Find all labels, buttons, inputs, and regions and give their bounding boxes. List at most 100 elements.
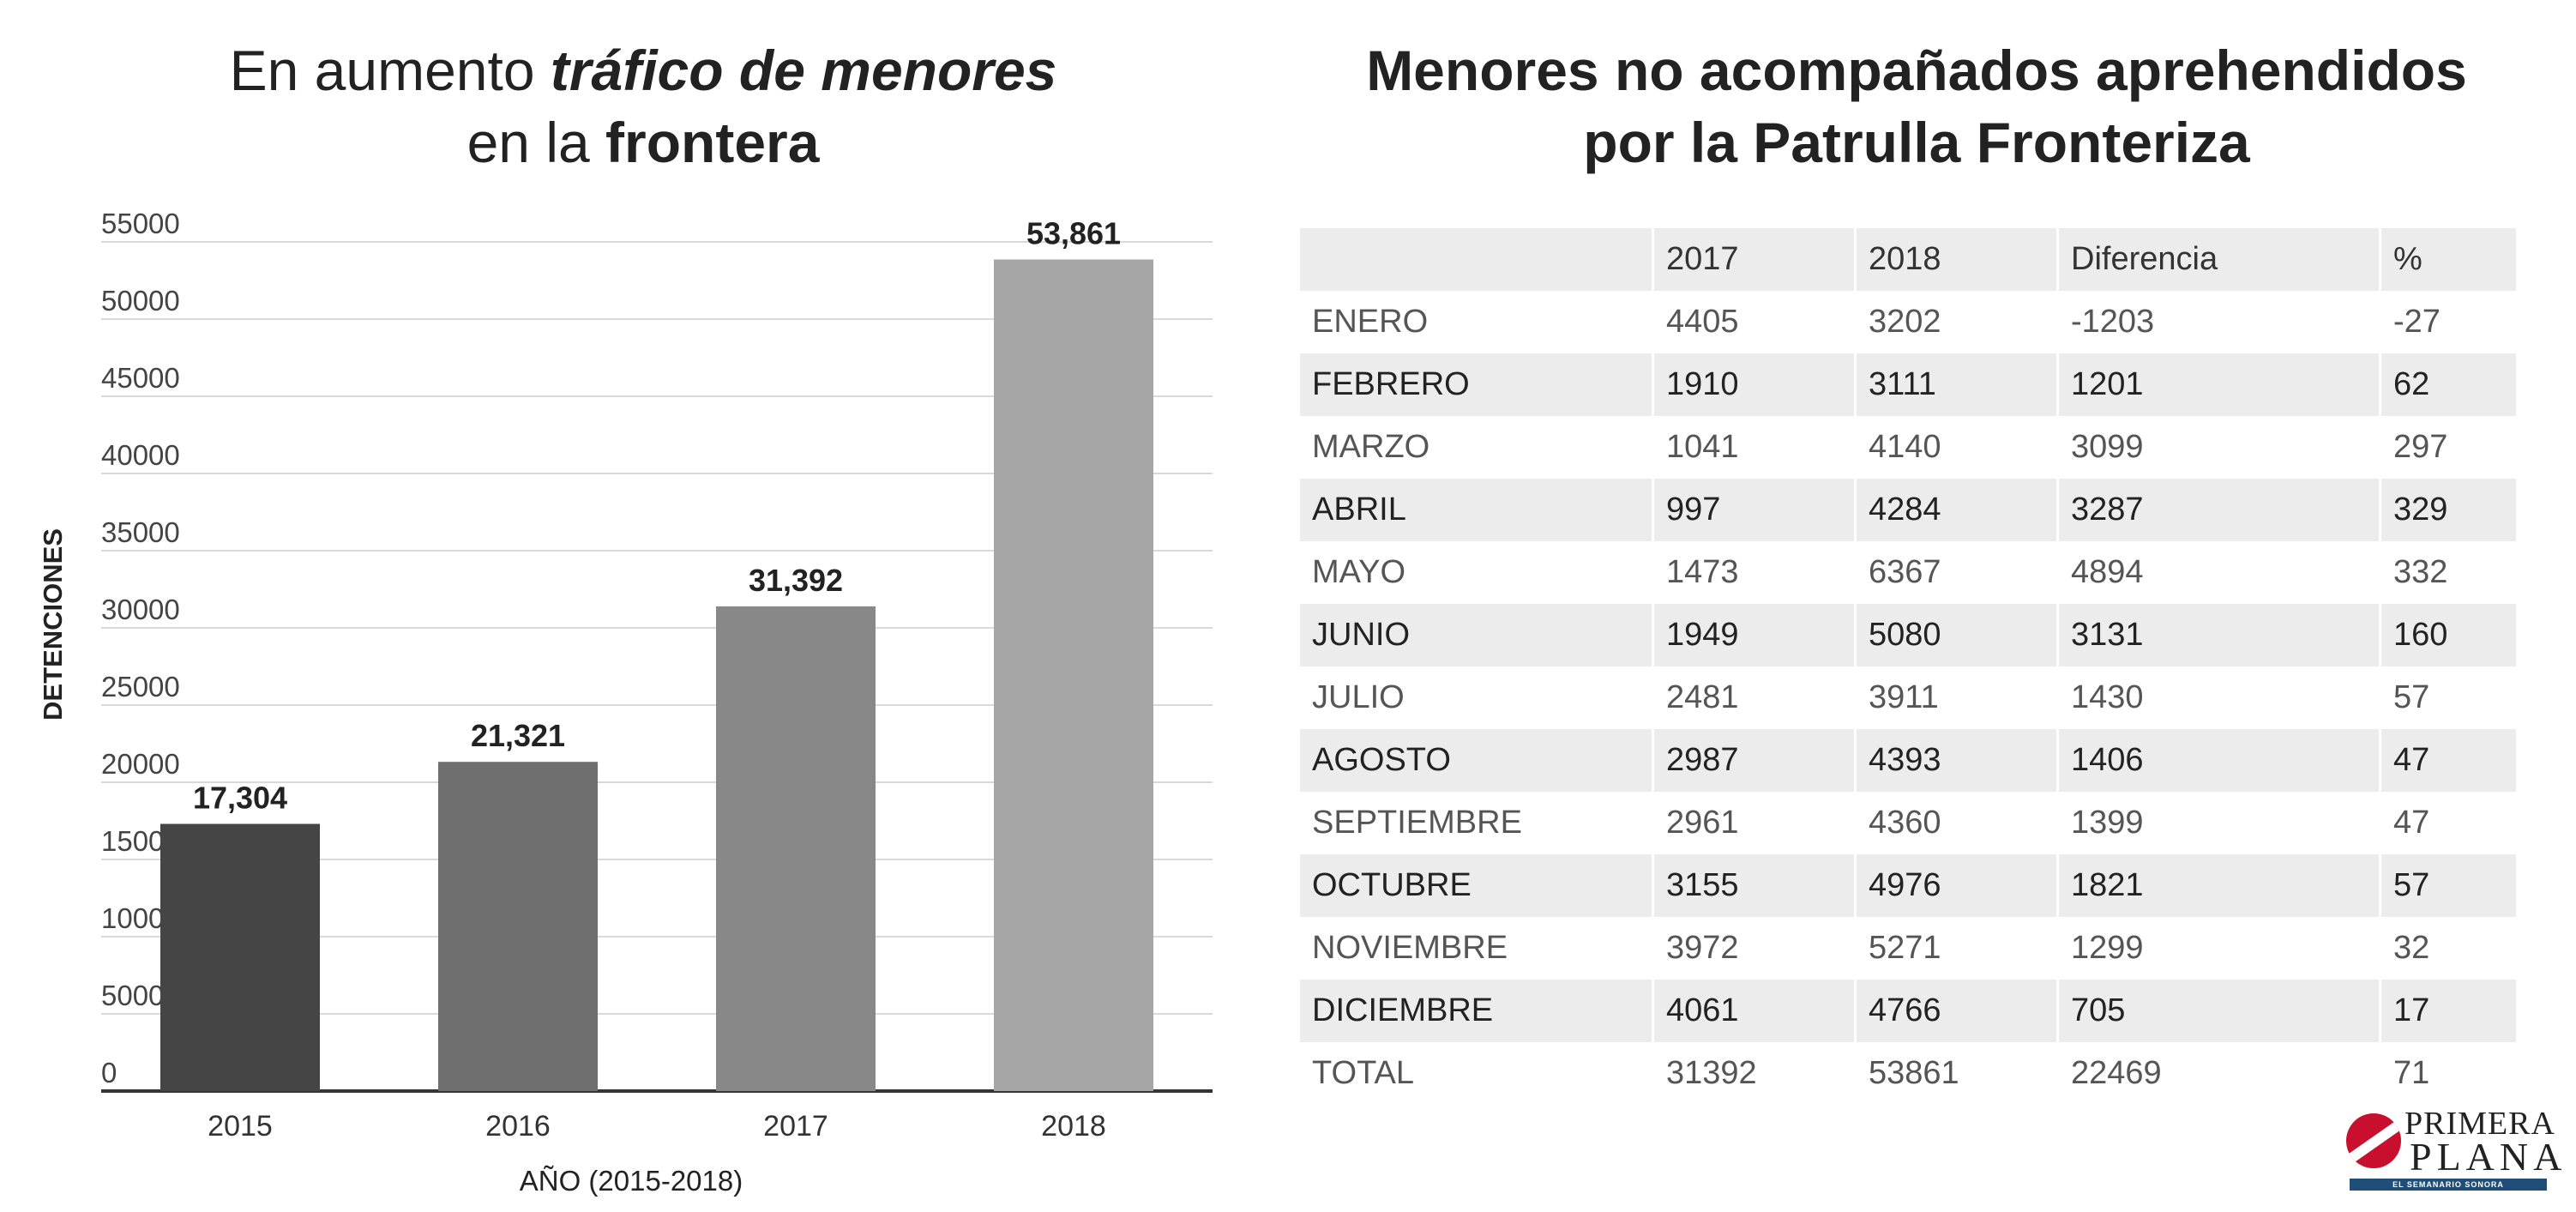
y-tick-label: 30000: [101, 594, 180, 625]
x-tick-label: 2017: [763, 1110, 828, 1143]
chart-title-part: En aumento: [229, 39, 551, 102]
table-cell: MARZO: [1312, 429, 1430, 465]
table-row: TOTAL 31392 53861 22469 71: [1300, 1042, 2516, 1105]
table-header-cell: [1300, 228, 1652, 291]
table-cell: 3111: [1854, 353, 2056, 416]
table-cell: 3287: [2056, 479, 2379, 541]
y-tick-label: 50000: [101, 285, 180, 317]
table-cell: SEPTIEMBRE: [1312, 805, 1522, 841]
bar-value-label: 21,321: [471, 718, 565, 753]
table-cell: 3099: [2056, 416, 2379, 479]
table-cell: 2481: [1652, 666, 1854, 729]
bar-value-label: 17,304: [193, 781, 287, 816]
table-cell: 329: [2379, 479, 2516, 541]
table-cell: AGOSTO: [1312, 742, 1451, 778]
table-cell: 705: [2056, 980, 2379, 1042]
table-cell: 1201: [2056, 353, 2379, 416]
table-cell: 32: [2379, 917, 2516, 980]
y-tick-label: 45000: [101, 362, 180, 394]
y-tick-label: 0: [101, 1057, 117, 1088]
table-cell: 4766: [1854, 980, 2056, 1042]
table-cell: 4284: [1854, 479, 2056, 541]
table-cell: NOVIEMBRE: [1312, 930, 1508, 966]
y-tick-label: 20000: [101, 748, 180, 780]
table-cell: ENERO: [1312, 304, 1429, 340]
table-cell: 1299: [2056, 917, 2379, 980]
table-cell: ABRIL: [1312, 491, 1406, 528]
x-tick-label: 2018: [1041, 1110, 1106, 1143]
table-cell: 57: [2379, 854, 2516, 917]
table-cell: 6367: [1854, 541, 2056, 604]
table-cell: 3131: [2056, 604, 2379, 666]
table-row: ENERO 4405 3202 -1203 -27: [1300, 291, 2516, 353]
table-row: AGOSTO 2987 4393 1406 47: [1300, 729, 2516, 792]
table-cell: 47: [2379, 729, 2516, 792]
table-row: JUNIO 1949 5080 3131 160: [1300, 604, 2516, 666]
table-cell: FEBRERO: [1312, 366, 1470, 402]
x-tick-label: 2015: [208, 1110, 273, 1143]
logo-word-1: PRIMERA: [2404, 1106, 2555, 1142]
bar: [994, 259, 1153, 1091]
data-table: 2017 2018 Diferencia% ENERO 4405 3202 -1203 -27…: [1300, 228, 2516, 1105]
table-title: Menores no acompañados aprehendidos por …: [1299, 34, 2534, 178]
table-cell: 997: [1652, 479, 1854, 541]
table-cell: 3911: [1854, 666, 2056, 729]
bar-value-label: 53,861: [1026, 216, 1121, 251]
bar: [438, 762, 598, 1091]
chart-title-emphasis: frontera: [605, 111, 820, 174]
table-cell: 5271: [1854, 917, 2056, 980]
table-cell: 71: [2379, 1042, 2516, 1105]
table-cell: 3155: [1652, 854, 1854, 917]
bar: [716, 606, 876, 1091]
table-title-line-1: Menores no acompañados aprehendidos: [1366, 39, 2467, 102]
table-cell: 47: [2379, 792, 2516, 854]
logo-word-2: PLANA: [2410, 1135, 2567, 1179]
y-tick-label: 40000: [101, 439, 180, 471]
table-cell: 1041: [1652, 416, 1854, 479]
table-cell: 57: [2379, 666, 2516, 729]
table-cell: -27: [2379, 291, 2516, 353]
x-axis-title: AÑO (2015-2018): [520, 1165, 743, 1197]
table-cell: 3202: [1854, 291, 2056, 353]
table-cell: JULIO: [1312, 679, 1405, 715]
x-tick-label: 2016: [485, 1110, 551, 1143]
bar-value-label: 31,392: [749, 563, 843, 598]
logo-tagline: EL SEMANARIO SONORA: [2350, 1179, 2547, 1191]
table-row: MAYO 1473 6367 4894 332: [1300, 541, 2516, 604]
table-row: FEBRERO 1910 3111 1201 62: [1300, 353, 2516, 416]
table-cell: 1473: [1652, 541, 1854, 604]
chart-title-line-2: en la frontera: [0, 106, 1286, 178]
chart-title-line-1: En aumento tráfico de menores: [0, 34, 1286, 106]
table-cell: MAYO: [1312, 554, 1406, 590]
logo-emblem-icon: [2346, 1113, 2401, 1168]
table-cell: 5080: [1854, 604, 2056, 666]
table-header-cell: 2017: [1652, 228, 1854, 291]
chart-title: En aumento tráfico de menores en la fron…: [0, 34, 1286, 178]
table-header-row: 2017 2018 Diferencia%: [1300, 228, 2516, 291]
table-cell: 62: [2379, 353, 2516, 416]
y-tick-label: 35000: [101, 516, 180, 548]
table-cell: 2987: [1652, 729, 1854, 792]
y-tick-label: 5000: [101, 980, 164, 1011]
y-tick-label: 25000: [101, 671, 180, 702]
table-header-cell: 2018: [1854, 228, 2056, 291]
bar-chart: 0500010000150002000025000300003500040000…: [38, 208, 1213, 1197]
table-cell: 297: [2379, 416, 2516, 479]
table-cell: 4360: [1854, 792, 2056, 854]
bar: [160, 823, 320, 1091]
table-cell: 4976: [1854, 854, 2056, 917]
table-row: NOVIEMBRE 3972 5271 1299 32: [1300, 917, 2516, 980]
table-cell: 160: [2379, 604, 2516, 666]
primera-plana-logo: PRIMERA PLANA EL SEMANARIO SONORA: [2346, 1106, 2561, 1192]
table-cell: 1821: [2056, 854, 2379, 917]
table-header-cell: Diferencia: [2056, 228, 2379, 291]
table-cell: JUNIO: [1312, 617, 1410, 653]
table-cell: 1949: [1652, 604, 1854, 666]
table-row: JULIO 2481 3911 1430 57: [1300, 666, 2516, 729]
table-cell: DICIEMBRE: [1312, 992, 1494, 1028]
table-cell: 1399: [2056, 792, 2379, 854]
table-row: DICIEMBRE 4061 4766 705 17: [1300, 980, 2516, 1042]
table-row: MARZO 1041 4140 3099 297: [1300, 416, 2516, 479]
table-cell: 4140: [1854, 416, 2056, 479]
table-cell: 17: [2379, 980, 2516, 1042]
